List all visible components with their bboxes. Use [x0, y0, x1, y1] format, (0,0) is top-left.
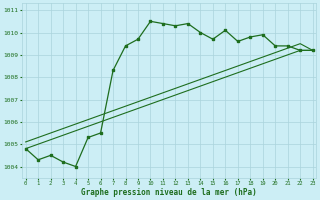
- X-axis label: Graphe pression niveau de la mer (hPa): Graphe pression niveau de la mer (hPa): [81, 188, 257, 197]
